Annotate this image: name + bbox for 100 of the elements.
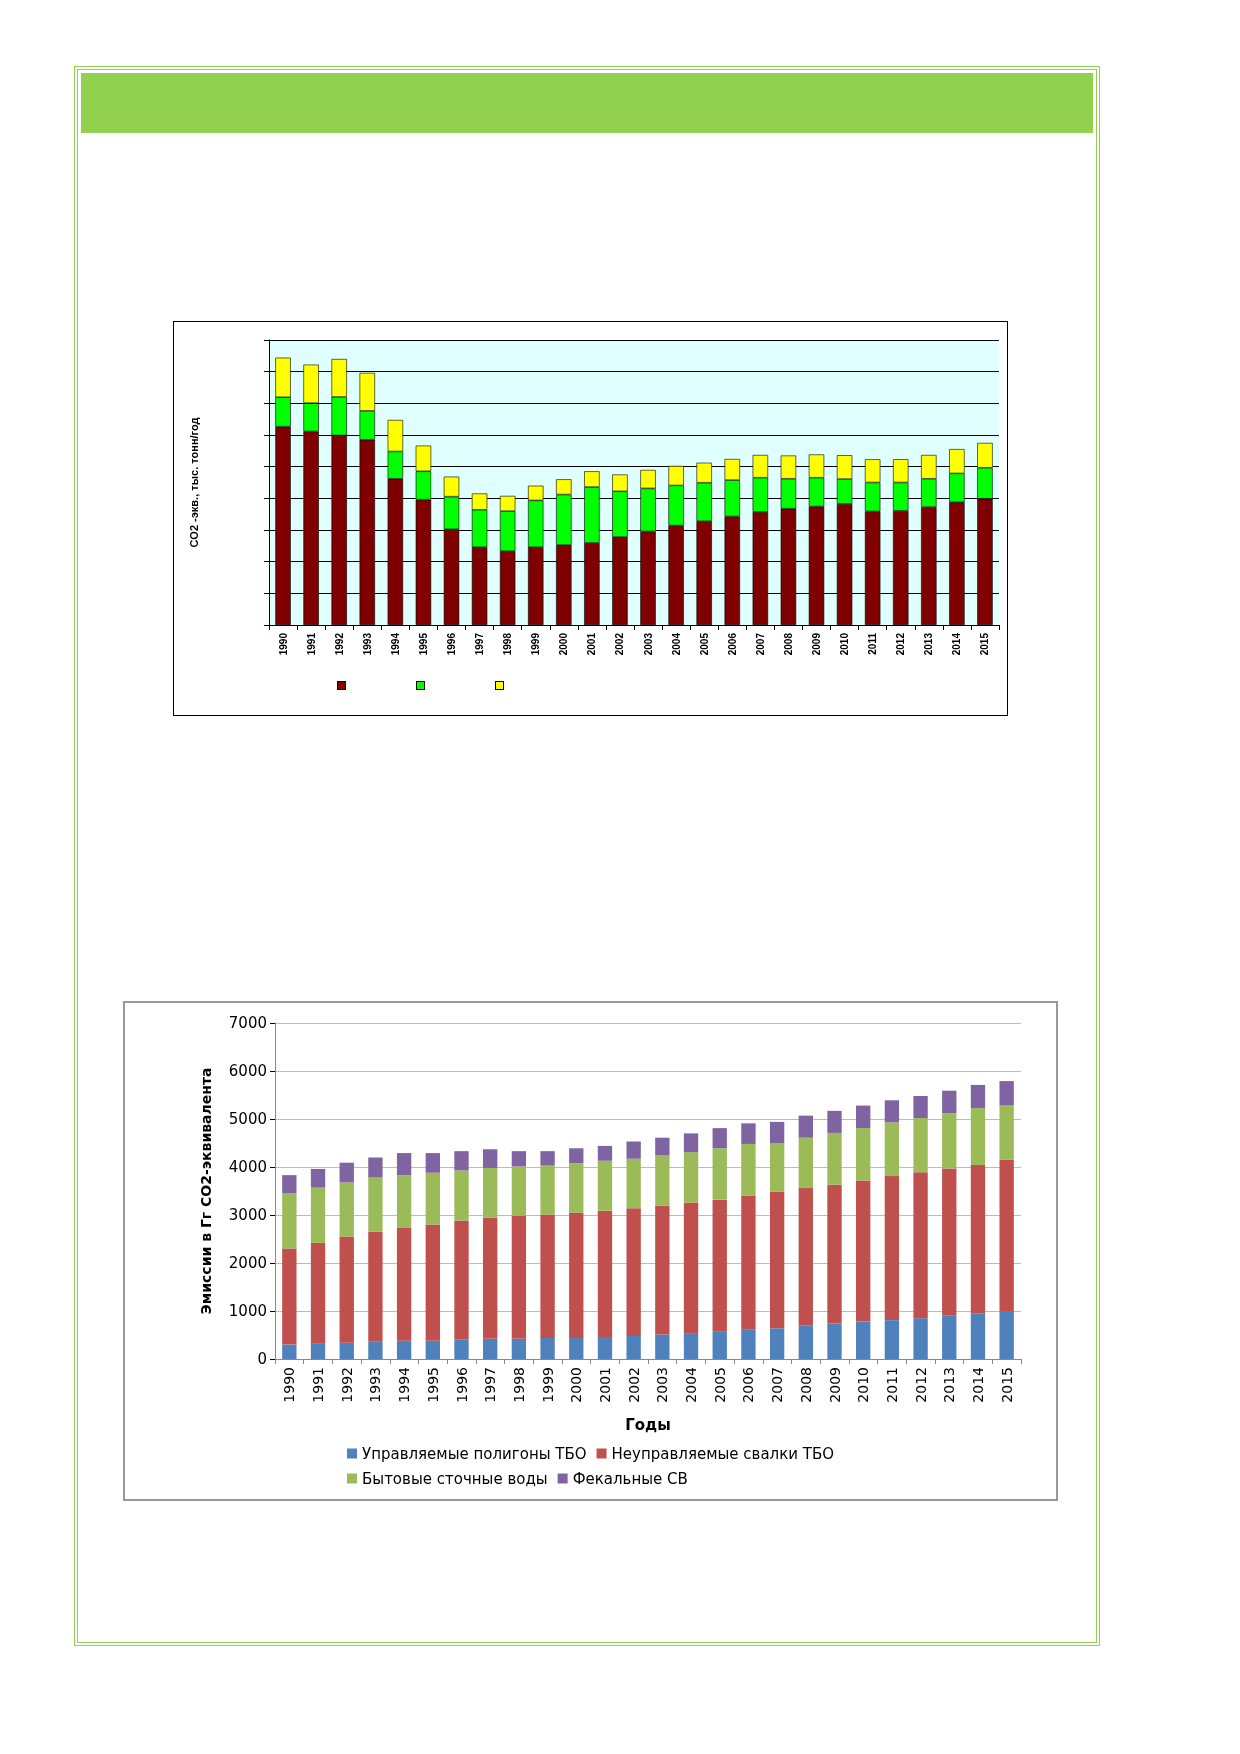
bar — [597, 1145, 613, 1161]
bar — [310, 1242, 326, 1344]
x-tick-label: 1991 — [305, 632, 317, 656]
bar — [569, 1212, 584, 1338]
bar — [454, 1339, 469, 1359]
x-tick-label: 1995 — [417, 632, 429, 656]
x-tick-label: 2012 — [912, 1367, 929, 1403]
x-tick-label: 2007 — [754, 632, 766, 656]
bar — [798, 1188, 813, 1326]
bar — [368, 1177, 383, 1232]
x-tick-label: 2012 — [895, 632, 907, 656]
y-axis-title: CO2 -экв., тыс. тонн/год — [187, 417, 200, 548]
x-tick-label: 1992 — [338, 1367, 355, 1403]
bar — [339, 1342, 354, 1359]
bar — [454, 1170, 469, 1221]
bar — [540, 1151, 555, 1166]
bar — [655, 1205, 670, 1335]
x-tick-label: 1994 — [389, 632, 401, 656]
bar — [884, 1122, 900, 1177]
x-tick-label: 2000 — [558, 632, 570, 656]
bar — [970, 1165, 986, 1314]
x-tick-label: 2003 — [642, 632, 654, 656]
bar — [769, 1121, 785, 1143]
bar — [282, 1248, 297, 1345]
x-tick-label: 1993 — [361, 632, 373, 656]
bar — [884, 1176, 900, 1321]
bar — [827, 1184, 842, 1324]
bar — [310, 1168, 326, 1188]
bar — [425, 1224, 440, 1341]
y-tick-label: 7000 — [228, 1014, 267, 1032]
bar — [741, 1143, 756, 1196]
x-tick-label: 1997 — [482, 1367, 499, 1403]
x-tick-label: 2008 — [797, 1367, 814, 1403]
bar — [511, 1215, 527, 1339]
bar — [942, 1168, 957, 1316]
x-tick-label: 2006 — [726, 632, 738, 656]
bar — [683, 1133, 699, 1153]
bar — [683, 1152, 699, 1203]
bar — [999, 1081, 1014, 1106]
x-tick-label: 2003 — [654, 1367, 671, 1403]
bar — [339, 1162, 354, 1183]
bar — [741, 1195, 756, 1330]
y-tick-label: 3000 — [228, 1206, 267, 1224]
x-tick-label: 1996 — [446, 632, 457, 656]
bar — [942, 1113, 957, 1169]
bar — [970, 1313, 986, 1359]
bar — [282, 1344, 297, 1359]
x-tick-label: 2015 — [998, 1367, 1015, 1403]
bar — [683, 1202, 699, 1334]
x-tick-label: 1998 — [510, 1367, 527, 1403]
x-tick-label: 1995 — [424, 1367, 441, 1403]
bar — [856, 1105, 871, 1129]
x-tick-label: 2011 — [867, 632, 879, 655]
bar — [511, 1151, 527, 1167]
bar — [282, 1193, 297, 1249]
bar — [569, 1148, 584, 1164]
bar — [425, 1172, 440, 1225]
bar — [511, 1338, 527, 1359]
bar — [942, 1315, 957, 1359]
bar — [999, 1159, 1014, 1311]
bar — [913, 1095, 928, 1119]
x-tick-label: 1998 — [502, 632, 514, 656]
x-tick-label: 1990 — [277, 632, 289, 656]
x-tick-label: 1990 — [281, 1367, 298, 1403]
bar — [712, 1199, 727, 1332]
y-tick-label: 6000 — [228, 1062, 267, 1080]
bar — [683, 1333, 699, 1359]
x-tick-label: 2002 — [625, 1367, 642, 1403]
legend-label: Управляемые полигоны ТБО — [362, 1444, 587, 1463]
bar — [769, 1191, 785, 1329]
bar — [569, 1337, 584, 1359]
bar — [483, 1338, 498, 1359]
x-tick-label: 2001 — [596, 1367, 613, 1403]
bar — [999, 1105, 1014, 1160]
x-tick-label: 2007 — [769, 1367, 786, 1403]
bar — [970, 1084, 986, 1108]
bar — [712, 1148, 727, 1200]
x-tick-label: 1992 — [333, 632, 345, 656]
bar — [368, 1157, 383, 1178]
bar — [999, 1311, 1014, 1359]
bar — [827, 1132, 842, 1185]
x-tick-label: 1993 — [367, 1367, 384, 1403]
bar — [597, 1210, 613, 1337]
x-tick-label: 2002 — [614, 632, 626, 656]
bar — [798, 1325, 813, 1359]
bar — [655, 1137, 670, 1156]
bar — [741, 1123, 756, 1144]
bar — [483, 1149, 498, 1168]
bar — [483, 1167, 498, 1218]
bar — [769, 1328, 785, 1359]
bar — [655, 1334, 670, 1359]
bar — [396, 1340, 412, 1359]
bar — [396, 1175, 412, 1228]
bar — [425, 1340, 440, 1359]
x-axis-title: Годы — [625, 1415, 671, 1434]
x-tick-label: 1994 — [396, 1366, 413, 1403]
x-tick-label: 1991 — [310, 1367, 327, 1403]
bar — [942, 1090, 957, 1114]
x-tick-label: 1997 — [474, 632, 486, 656]
x-tick-label: 2010 — [855, 1367, 872, 1403]
